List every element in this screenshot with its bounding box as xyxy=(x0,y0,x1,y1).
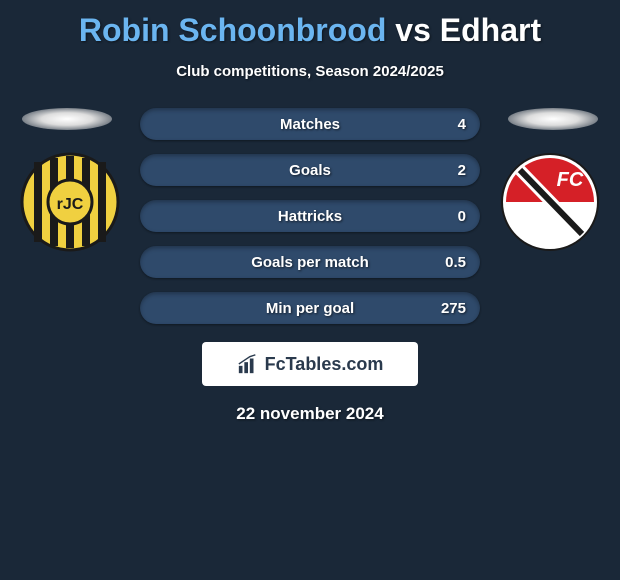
fctables-logo: FcTables.com xyxy=(202,342,418,386)
stat-row-min-per-goal: Min per goal 275 xyxy=(140,292,480,324)
stat-label: Goals xyxy=(289,162,331,179)
stat-row-goals: Goals 2 xyxy=(140,154,480,186)
stat-bars: Matches 4 Goals 2 Hattricks 0 Goals per … xyxy=(140,108,480,324)
player2-name: Edhart xyxy=(440,12,541,48)
comparison-panel: rJC FC Matches 4 Goal xyxy=(0,108,620,424)
stat-row-goals-per-match: Goals per match 0.5 xyxy=(140,246,480,278)
stat-value: 2 xyxy=(458,162,466,179)
stat-row-matches: Matches 4 xyxy=(140,108,480,140)
vs-text: vs xyxy=(386,12,439,48)
player1-name: Robin Schoonbrood xyxy=(79,12,387,48)
stat-label: Matches xyxy=(280,116,340,133)
svg-text:rJC: rJC xyxy=(57,196,84,213)
stat-value: 0.5 xyxy=(445,254,466,271)
subtitle: Club competitions, Season 2024/2025 xyxy=(0,63,620,80)
stat-label: Hattricks xyxy=(278,208,342,225)
roda-jc-badge-icon: rJC xyxy=(20,152,120,252)
right-oval-shadow xyxy=(508,108,598,130)
page-title: Robin Schoonbrood vs Edhart xyxy=(0,0,620,49)
stat-value: 4 xyxy=(458,116,466,133)
svg-text:FC: FC xyxy=(557,169,584,191)
stat-value: 0 xyxy=(458,208,466,225)
stat-value: 275 xyxy=(441,300,466,317)
chart-icon xyxy=(237,353,259,375)
stat-row-hattricks: Hattricks 0 xyxy=(140,200,480,232)
generated-date: 22 november 2024 xyxy=(0,404,620,424)
left-oval-shadow xyxy=(22,108,112,130)
logo-text: FcTables.com xyxy=(265,354,384,375)
roda-jc-badge: rJC xyxy=(20,152,120,252)
stat-label: Min per goal xyxy=(266,300,354,317)
fc-utrecht-badge-icon: FC xyxy=(500,152,600,252)
fc-utrecht-badge: FC xyxy=(500,152,600,252)
stat-label: Goals per match xyxy=(251,254,369,271)
